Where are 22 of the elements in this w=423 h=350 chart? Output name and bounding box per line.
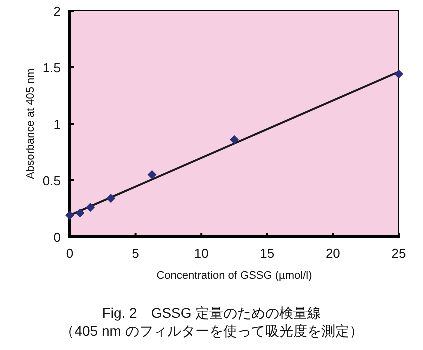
x-tick-label: 0: [66, 246, 74, 261]
point: [230, 135, 239, 144]
x-tick-label: 20: [326, 246, 340, 261]
point: [148, 170, 157, 180]
point: [86, 203, 96, 212]
point: [76, 208, 85, 218]
text: （405 nm のフィルターを使って吸光度を測定）: [60, 323, 364, 339]
point: [394, 70, 404, 79]
point: [66, 211, 74, 220]
y-tick-label: 0: [54, 230, 61, 245]
y-tick-label: 1: [54, 117, 61, 132]
y-axis-title: Absorbance at 405 nm: [25, 68, 37, 180]
x-tick-label: 15: [260, 246, 275, 261]
y-tick-label: 1.5: [42, 60, 61, 76]
text: Fig. 2 GSSG 定量のための検量線: [102, 305, 322, 321]
x-tick-label: 5: [132, 246, 140, 261]
y-tick-label: 2: [54, 4, 61, 19]
y-tick-label: 0.5: [42, 174, 61, 188]
x-tick-label: 10: [194, 246, 209, 261]
point: [106, 194, 116, 204]
x-axis-title: Concentration of GSSG (µmol/l): [156, 270, 312, 282]
x-tick-label: 25: [392, 246, 406, 261]
